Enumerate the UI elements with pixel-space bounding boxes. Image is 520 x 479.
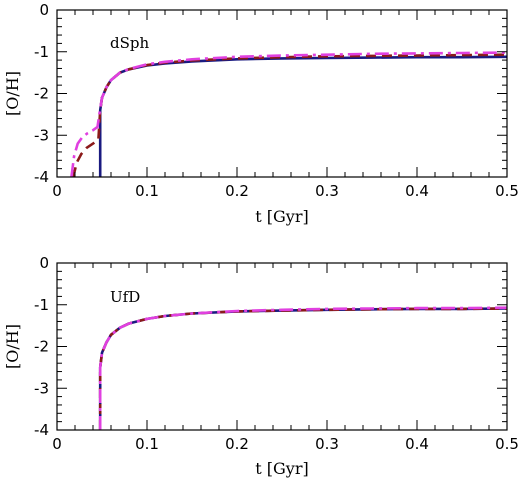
y-tick-label: -3 [34,379,49,397]
series-line-1 [98,55,507,177]
series-line-3 [70,51,507,177]
series-line-2 [71,53,507,177]
series-layer [98,306,507,430]
ticks-layer: 0 0.1 0.2 0.3 0.4 0.5 0 -1 -2 -3 -4 [34,1,519,200]
y-tick-label: -4 [34,421,49,439]
x-tick-label: 0.1 [135,435,159,453]
y-axis-label: [O/H] [3,71,22,116]
x-tick-label: 0.4 [405,435,429,453]
x-tick-label: 0.5 [495,435,519,453]
x-tick-label: 0.3 [315,182,339,200]
y-tick-label: -2 [34,338,49,356]
series-line-1 [98,307,507,430]
x-tick-label: 0 [52,182,62,200]
x-tick-label: 0.1 [135,182,159,200]
y-tick-label: -2 [34,85,49,103]
y-tick-label: -1 [34,296,49,314]
x-tick-label: 0.3 [315,435,339,453]
x-tick-label: 0.5 [495,182,519,200]
y-tick-label: 0 [39,1,49,19]
y-axis-label: [O/H] [3,324,22,369]
x-tick-label: 0.2 [225,182,249,200]
x-tick-label: 0 [52,435,62,453]
x-tick-label: 0.2 [225,435,249,453]
x-axis-label: t [Gyr] [255,459,308,478]
panel-annotation: UfD [110,288,140,306]
y-tick-label: -3 [34,126,49,144]
panel-annotation: dSph [110,34,149,52]
y-tick-label: -1 [34,43,49,61]
chart-panel-ufd: 0 0.1 0.2 0.3 0.4 0.5 0 -1 -2 -3 -4 UfD t [Gyr] [O… [3,254,519,478]
y-tick-label: 0 [39,254,49,272]
x-tick-label: 0.4 [405,182,429,200]
ticks-layer: 0 0.1 0.2 0.3 0.4 0.5 0 -1 -2 -3 -4 [34,254,519,453]
y-tick-label: -4 [34,168,49,186]
x-axis-label: t [Gyr] [255,207,308,226]
chart-panel-dsph: 0 0.1 0.2 0.3 0.4 0.5 0 -1 -2 -3 -4 dSph t [Gyr] [… [3,1,519,226]
series-line-2 [98,307,507,430]
series-line-3 [98,306,507,430]
series-layer [70,51,507,177]
